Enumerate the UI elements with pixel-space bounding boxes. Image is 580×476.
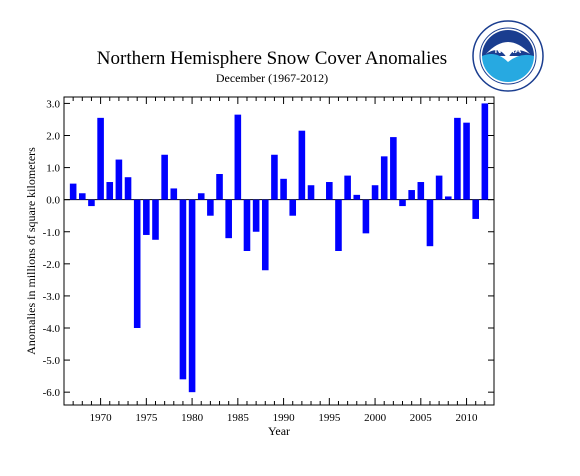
bar-1972: [115, 159, 123, 200]
bar-series: [69, 103, 489, 393]
bar-1985: [234, 114, 242, 200]
bar-1984: [225, 199, 232, 239]
x-tick-label: 1985: [227, 412, 250, 424]
bar-1975: [143, 199, 150, 235]
bar-2003: [399, 199, 406, 207]
logo-text: NOAA: [495, 45, 522, 55]
bar-1980: [188, 199, 196, 393]
y-tick-label: 1.0: [46, 163, 60, 175]
bar-1968: [79, 193, 86, 200]
bar-1986: [243, 199, 251, 251]
y-tick-label: 0.0: [46, 195, 60, 207]
bar-1969: [88, 199, 95, 207]
chart-title: Northern Hemisphere Snow Cover Anomalies: [97, 48, 447, 69]
y-tick-label: -3.0: [43, 291, 61, 303]
bar-2002: [390, 137, 397, 200]
y-tick-label: 3.0: [46, 98, 60, 110]
bar-2001: [380, 156, 388, 200]
x-axis-label: Year: [268, 424, 290, 438]
bar-1992: [298, 130, 306, 200]
y-tick-label: -4.0: [43, 323, 61, 335]
bar-1993: [307, 185, 315, 200]
bar-1976: [152, 199, 159, 240]
bar-1997: [344, 175, 351, 200]
x-tick-label: 2000: [364, 412, 387, 424]
bar-1974: [133, 199, 141, 328]
x-tick-label: 1995: [318, 412, 341, 424]
bar-1983: [216, 174, 223, 200]
bar-2007: [435, 175, 443, 200]
bar-2005: [417, 182, 425, 200]
y-tick-label: -1.0: [43, 227, 61, 239]
bar-1979: [179, 199, 187, 380]
chart-subtitle: December (1967-2012): [216, 71, 328, 85]
bar-2004: [408, 190, 415, 200]
x-tick-label: 1975: [135, 412, 158, 424]
bar-1991: [289, 199, 297, 216]
bar-1981: [197, 193, 205, 200]
y-tick-label: -2.0: [43, 259, 61, 271]
bar-1990: [280, 178, 287, 200]
bar-1998: [353, 194, 361, 200]
bar-2011: [472, 199, 479, 219]
bar-2006: [426, 199, 434, 247]
bar-1999: [362, 199, 370, 234]
bar-1989: [271, 154, 278, 200]
bar-1973: [124, 177, 132, 200]
bar-1971: [106, 182, 114, 200]
bar-2010: [463, 122, 470, 200]
plot-frame: [63, 96, 495, 406]
y-tick-label: 2.0: [46, 131, 60, 143]
y-tick-label: -5.0: [43, 355, 61, 367]
bar-2008: [444, 196, 452, 200]
x-tick-label: 2005: [410, 412, 433, 424]
x-tick-label: 1970: [90, 412, 113, 424]
bar-1987: [252, 199, 260, 232]
bar-1967: [69, 183, 77, 200]
bar-1978: [170, 188, 178, 200]
bar-1995: [326, 182, 333, 200]
x-tick-label: 1980: [181, 412, 204, 424]
bar-2012: [481, 103, 489, 200]
x-tick-label: 1990: [273, 412, 296, 424]
y-axis-ticks: 3.0 2.0 1.0 0.0 -1.0 -2.0 -3.0 -4.0 -5.0 -6.0: [43, 98, 494, 399]
x-tick-label: 2010: [456, 412, 479, 424]
logo-sea: [482, 54, 534, 82]
bar-1988: [261, 199, 269, 271]
bar-1982: [207, 199, 214, 216]
y-axis-label: Anomalies in millions of square kilomete…: [24, 147, 38, 355]
bar-1977: [161, 154, 168, 200]
bar-1996: [335, 199, 342, 251]
noaa-logo: NOAA: [472, 20, 544, 92]
bar-1970: [97, 117, 104, 200]
bar-2009: [454, 117, 461, 200]
y-tick-label: -6.0: [43, 387, 61, 399]
x-axis-ticks: 1970 1975 1980 1985 1990 1995 2000 2005 2010: [72, 97, 486, 424]
bar-2000: [371, 185, 379, 200]
logo-bird: [486, 42, 530, 60]
